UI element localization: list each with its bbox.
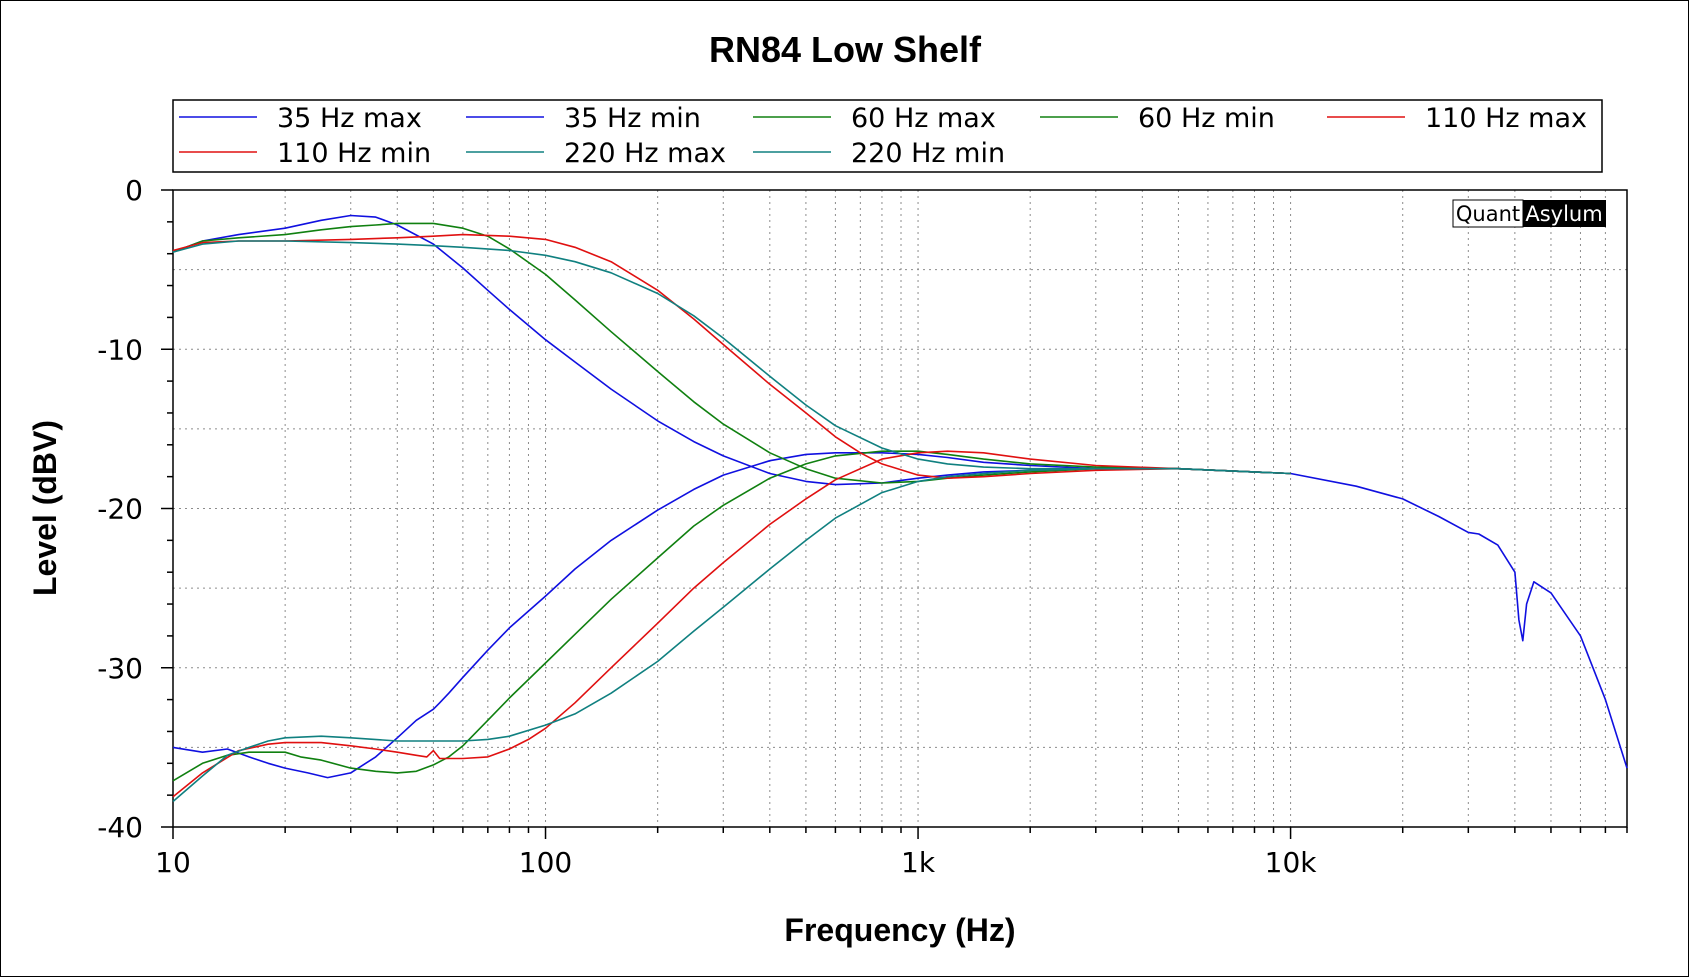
legend-label-60-hz-max: 60 Hz max [851,103,996,134]
legend-label-35-hz-min: 35 Hz min [564,103,701,134]
y-tick-label: 0 [125,174,143,207]
watermark-right-text: Asylum [1525,202,1602,226]
y-tick-label: -40 [97,811,143,844]
tick-labels: 0 -10 -20 -30 -40 10 100 1k 10k [97,174,1317,879]
y-tick-label: -10 [97,333,143,366]
series-line-35-hz-max [172,214,1628,769]
y-tick-label: -20 [97,493,143,526]
series-line-110-hz-min [172,450,1291,798]
series-line-35-hz-min [172,451,1291,779]
series-lines [172,214,1628,803]
series-line-60-hz-max [172,222,1291,484]
x-tick-label: 10 [155,846,191,879]
series-line-60-hz-min [172,450,1291,782]
watermark-right-box [1523,200,1606,227]
x-axis-label: Frequency (Hz) [784,912,1015,948]
y-tick-label: -30 [97,652,143,685]
watermark: Quant Asylum [1452,199,1606,228]
legend-label-220-hz-max: 220 Hz max [564,138,726,169]
legend-label-60-hz-min: 60 Hz min [1138,103,1275,134]
legend-label-35-hz-max: 35 Hz max [277,103,422,134]
grid [173,190,1627,827]
axis-ticks [161,189,1628,839]
watermark-left-box [1452,199,1524,228]
legend-label-110-hz-min: 110 Hz min [277,138,431,169]
series-line-220-hz-max [172,240,1291,475]
x-tick-label: 10k [1265,846,1318,879]
chart-title: RN84 Low Shelf [709,29,982,70]
y-axis-label: Level (dBV) [27,420,63,596]
series-line-220-hz-min [172,467,1291,803]
series-line-110-hz-max [172,233,1291,480]
plot-area-border [172,189,1628,828]
watermark-left-text: Quant [1456,202,1520,226]
legend-box [172,99,1603,173]
legend-label-220-hz-min: 220 Hz min [851,138,1005,169]
x-tick-label: 1k [901,846,936,879]
legend-label-110-hz-max: 110 Hz max [1425,103,1587,134]
legend: 35 Hz max 35 Hz min 60 Hz max 60 Hz min 110 … [172,99,1603,173]
x-tick-label: 100 [519,846,572,879]
